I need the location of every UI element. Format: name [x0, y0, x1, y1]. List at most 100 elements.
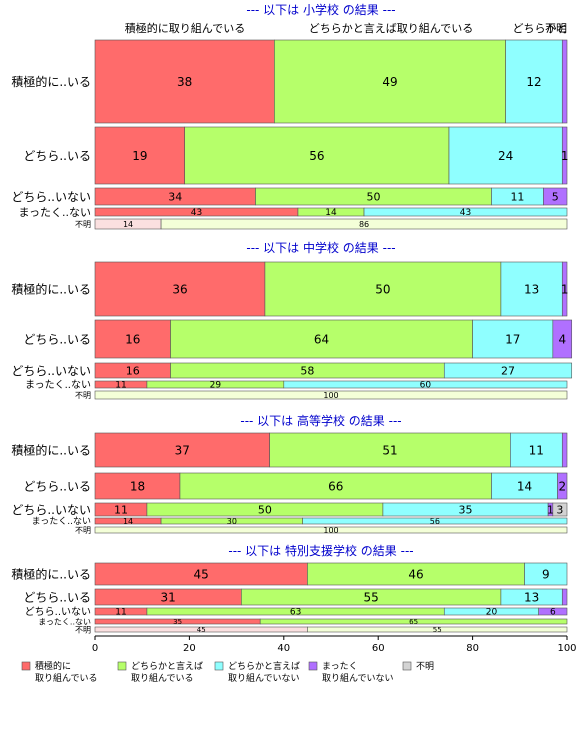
legend-swatch: [214, 661, 224, 671]
row-label: どちら..いる: [23, 479, 91, 493]
legend-label: まったく: [322, 661, 358, 672]
row-label: どちら..いない: [11, 503, 91, 517]
bar-segment: [184, 126, 450, 185]
panel-1: --- 以下は 小学校 の結果 --- 積極的に..いる 38 49 12 どちら..いる…: [11, 2, 568, 230]
data-label: 31: [161, 590, 176, 604]
data-label: 86: [359, 220, 369, 229]
bar-row: どちら..いる 16 64 17 4: [23, 319, 573, 359]
data-label: 63: [290, 608, 301, 618]
row-label: どちら..いない: [25, 606, 91, 618]
data-label: 17: [505, 332, 520, 346]
data-label: 14: [123, 517, 133, 526]
data-label: 4: [558, 332, 566, 346]
bar-segment: [94, 39, 275, 124]
bar-segment: [94, 432, 270, 468]
bar-segment: [307, 626, 568, 633]
data-label: 50: [366, 190, 380, 203]
panel-title: --- 以下は 特別支援学校 の結果 ---: [228, 543, 413, 558]
bar-row: まったく..ない 35 65: [38, 617, 568, 626]
bar-segment: [274, 39, 506, 124]
bar-segment: [94, 319, 171, 359]
data-label: 16: [125, 332, 140, 346]
bar-row: 積極的に..いる 36 50 13 1: [11, 261, 569, 317]
data-label: 1: [547, 503, 554, 516]
data-label: 38: [177, 75, 192, 89]
bar-segment: [264, 261, 502, 317]
row-label: 不明: [75, 526, 91, 535]
data-label: 46: [408, 567, 423, 581]
bar-segment: [561, 432, 568, 468]
data-label: 65: [409, 618, 418, 626]
bar-segment: [505, 39, 563, 124]
x-tick-label: 40: [277, 643, 290, 654]
bar-segment: [552, 502, 568, 517]
row-label: まったく..ない: [38, 617, 91, 626]
column-header: どちらかと: [513, 22, 568, 35]
bar-row: 積極的に..いる 38 49 12: [11, 39, 568, 124]
row-label: まったく..ない: [25, 379, 91, 391]
row-label: どちら..いる: [23, 149, 91, 163]
bar-segment: [443, 362, 573, 379]
data-label: 24: [498, 149, 513, 163]
bar-row: どちら..いる 31 55 13: [23, 588, 568, 606]
data-label: 6: [550, 608, 556, 618]
data-label: 1: [561, 282, 569, 296]
legend-label: 積極的に: [35, 660, 71, 672]
legend-label: 取り組んでいない: [322, 672, 394, 684]
data-label: 60: [420, 381, 432, 391]
bar-row: 不明 100: [75, 390, 568, 400]
x-tick-label: 0: [92, 643, 98, 654]
data-label: 30: [227, 517, 237, 526]
data-label: 5: [552, 190, 559, 203]
bar-segment: [179, 472, 492, 500]
x-tick-label: 60: [372, 643, 385, 654]
row-label: まったく..ない: [32, 516, 91, 527]
bar-row: 不明 45 55: [75, 625, 568, 634]
data-label: 35: [459, 503, 473, 516]
column-header: 不明: [545, 22, 567, 35]
bar-row: 不明 14 86: [75, 218, 568, 230]
data-label: 13: [524, 590, 539, 604]
legend-swatch: [117, 661, 127, 671]
legend-label: 不明: [416, 661, 434, 672]
legend-label: どちらかと言えば: [228, 660, 300, 672]
data-label: 100: [323, 526, 338, 535]
bar-segment: [561, 126, 568, 185]
row-label: 不明: [75, 391, 91, 400]
data-label: 2: [558, 479, 566, 493]
data-label: 14: [325, 208, 337, 218]
legend: 積極的に取り組んでいるどちらかと言えば取り組んでいるどちらかと言えば取り組んでい…: [21, 660, 434, 684]
data-label: 9: [542, 567, 550, 581]
bar-segment: [94, 126, 185, 185]
data-label: 43: [191, 208, 202, 218]
row-label: 積極的に..いる: [11, 74, 91, 89]
data-label: 45: [194, 567, 209, 581]
bar-segment: [302, 517, 568, 525]
column-header: 積極的に取り組んでいる: [125, 21, 245, 35]
data-label: 18: [130, 479, 145, 493]
bar-segment: [561, 588, 568, 606]
x-tick-label: 20: [183, 643, 196, 654]
data-label: 35: [173, 618, 182, 626]
data-label: 37: [175, 443, 190, 457]
bar-segment: [283, 380, 568, 389]
row-label: どちら..いない: [11, 364, 91, 378]
data-label: 49: [382, 75, 397, 89]
legend-label: 取り組んでいない: [228, 672, 300, 684]
legend-swatch: [308, 661, 318, 671]
bar-row: まったく..ない 43 14 43: [18, 206, 568, 219]
data-label: 11: [510, 190, 524, 203]
row-label: 不明: [75, 220, 91, 229]
bar-segment: [552, 319, 573, 359]
row-label: まったく..ない: [18, 206, 91, 219]
panel-2: --- 以下は 中学校 の結果 --- 積極的に..いる 36 50 13 1 どちら..い…: [11, 240, 573, 400]
x-tick-label: 100: [557, 643, 576, 654]
bar-row: どちら..いない 11 50 35 1 3: [11, 502, 568, 517]
bar-row: どちら..いない 11 63 20 6: [25, 606, 568, 618]
data-label: 36: [172, 282, 187, 296]
bar-segment: [524, 562, 568, 586]
data-label: 3: [556, 503, 563, 516]
data-label: 45: [197, 626, 206, 634]
data-label: 55: [433, 626, 442, 634]
